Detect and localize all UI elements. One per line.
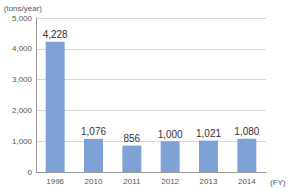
svg-text:1,000: 1,000 (158, 129, 183, 140)
svg-text:3,000: 3,000 (12, 75, 33, 84)
svg-text:(tons/year): (tons/year) (4, 4, 43, 13)
svg-text:0: 0 (28, 168, 33, 177)
svg-text:2,000: 2,000 (12, 106, 33, 115)
svg-text:4,228: 4,228 (43, 29, 68, 40)
svg-text:856: 856 (123, 133, 140, 144)
svg-text:2010: 2010 (85, 177, 103, 186)
svg-text:2014: 2014 (238, 177, 256, 186)
svg-text:1996: 1996 (46, 177, 64, 186)
svg-text:1,076: 1,076 (81, 126, 106, 137)
svg-text:5,000: 5,000 (12, 14, 33, 23)
svg-text:2012: 2012 (161, 177, 179, 186)
svg-text:2013: 2013 (200, 177, 218, 186)
svg-text:1,080: 1,080 (234, 126, 259, 137)
svg-text:4,000: 4,000 (12, 44, 33, 53)
svg-text:2011: 2011 (123, 177, 141, 186)
svg-text:1,021: 1,021 (196, 128, 221, 139)
svg-text:(FY): (FY) (270, 178, 286, 187)
svg-text:1,000: 1,000 (12, 137, 33, 146)
